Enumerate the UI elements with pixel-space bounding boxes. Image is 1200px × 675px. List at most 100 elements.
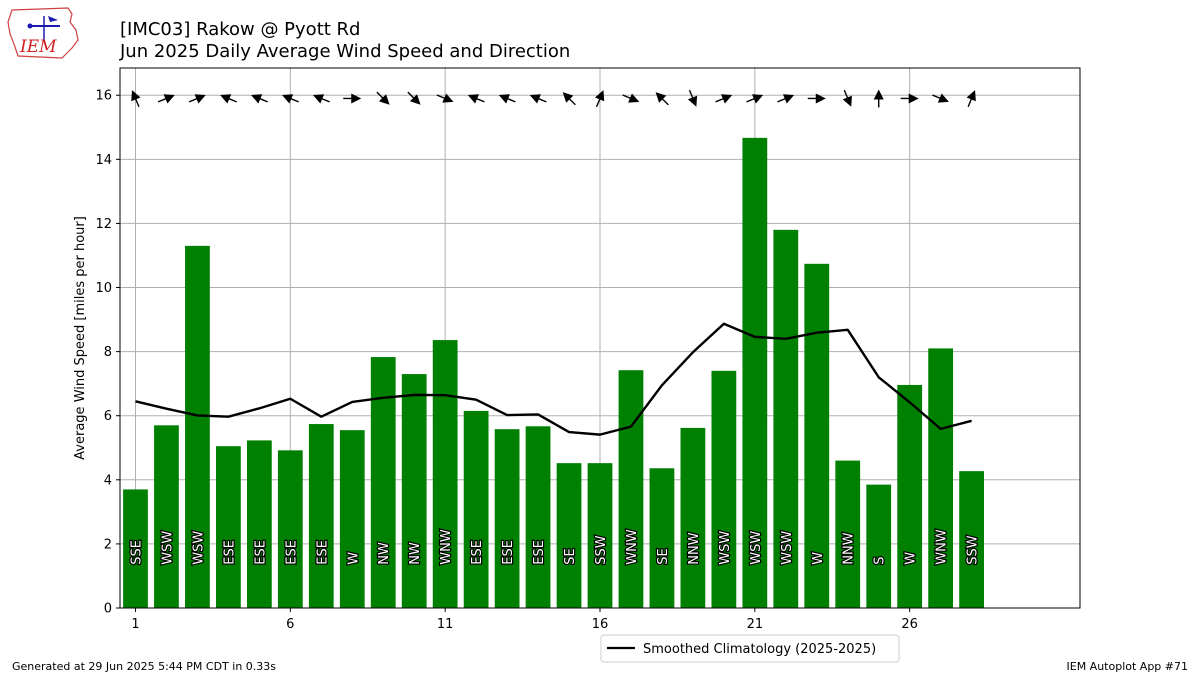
wind-arrow	[157, 94, 175, 104]
direction-label: ESE	[501, 540, 516, 565]
wind-arrows	[131, 89, 976, 108]
direction-label: ESE	[253, 540, 268, 565]
bar	[185, 245, 210, 608]
wind-arrow-head	[131, 90, 141, 102]
x-tick-label: 21	[747, 617, 764, 632]
wind-arrow	[655, 92, 669, 106]
wind-arrow	[622, 93, 640, 103]
bar	[587, 463, 613, 608]
wind-arrow-head	[351, 93, 362, 104]
wind-arrow	[467, 94, 485, 104]
direction-label: ESE	[222, 540, 237, 565]
wind-arrow	[312, 94, 330, 104]
bar	[680, 427, 706, 608]
bar	[866, 484, 892, 608]
bar	[339, 430, 365, 608]
direction-label: WSW	[718, 531, 733, 565]
wind-arrow	[131, 90, 141, 108]
wind-arrow-head	[655, 92, 667, 103]
bar	[897, 384, 923, 608]
bar	[525, 426, 551, 608]
direction-label: WSW	[191, 531, 206, 565]
bar	[711, 370, 737, 608]
wind-arrow	[594, 90, 605, 108]
wind-arrow-head	[378, 94, 390, 105]
bar	[742, 137, 768, 608]
wind-arrow	[529, 94, 547, 104]
direction-label: NNW	[842, 532, 857, 564]
bar	[432, 340, 458, 608]
wind-arrow	[376, 91, 390, 105]
bar	[618, 370, 644, 608]
wind-arrow-head	[815, 93, 826, 104]
wind-arrow	[966, 90, 976, 108]
wind-arrow-head	[594, 90, 605, 102]
wind-arrow-head	[409, 94, 421, 105]
wind-arrow-head	[498, 94, 510, 104]
bar	[804, 263, 830, 608]
wind-arrow	[407, 91, 421, 105]
wind-arrow-head	[908, 93, 919, 104]
bar	[928, 348, 954, 608]
wind-arrow-head	[562, 92, 574, 103]
y-tick-label: 0	[104, 602, 112, 617]
direction-label: WNW	[935, 529, 950, 565]
wind-arrow	[220, 94, 237, 104]
wind-arrow-head	[687, 95, 698, 107]
legend-entry-climatology: Smoothed Climatology (2025-2025)	[643, 642, 876, 657]
direction-label: WSW	[749, 531, 764, 565]
bar	[216, 446, 241, 608]
wind-arrow	[436, 93, 454, 103]
y-tick-label: 12	[95, 217, 112, 232]
y-tick-label: 2	[104, 537, 112, 552]
wind-arrow-head	[966, 90, 976, 102]
wind-arrow	[188, 94, 206, 104]
wind-arrow-head	[220, 94, 232, 104]
x-tick-label: 6	[286, 617, 294, 632]
wind-arrow-head	[442, 93, 454, 103]
wind-arrow	[343, 93, 362, 104]
logo-text: IEM	[19, 37, 57, 57]
direction-label: SE	[563, 548, 578, 564]
bar	[649, 468, 675, 608]
wind-arrow	[842, 89, 852, 107]
direction-label: SSW	[966, 535, 981, 565]
wind-arrow-head	[721, 94, 733, 104]
x-tick-label: 16	[592, 617, 609, 632]
wind-arrow	[777, 94, 795, 104]
bar	[556, 463, 582, 608]
wind-arrow-head	[529, 94, 541, 104]
bars	[123, 137, 984, 608]
wind-arrow	[715, 94, 733, 104]
direction-label: NW	[408, 542, 423, 565]
legend: Smoothed Climatology (2025-2025)	[600, 634, 900, 663]
bar	[463, 410, 489, 608]
y-axis-label: Average Wind Speed [miles per hour]	[73, 216, 88, 460]
wind-arrow-head	[312, 94, 325, 104]
bar	[401, 374, 427, 608]
bar	[154, 425, 179, 608]
direction-label: S	[873, 556, 888, 564]
x-tick-label: 11	[437, 617, 454, 632]
wind-arrow-head	[873, 89, 884, 100]
direction-label: NNW	[687, 532, 702, 564]
wind-arrow	[687, 89, 698, 107]
direction-labels: SSE WSW WSW ESE ESE ESE ESE W NW NW WNW ESE ESE ESE SE…	[128, 528, 982, 566]
bar	[494, 429, 520, 608]
direction-label: SSW	[594, 535, 609, 565]
bar	[959, 471, 984, 608]
wind-arrow	[807, 93, 826, 104]
direction-label: W	[904, 552, 919, 565]
direction-label: WSW	[160, 531, 175, 565]
wind-arrow-head	[628, 93, 640, 103]
direction-label: ESE	[315, 540, 330, 565]
bar	[370, 357, 396, 608]
direction-label: ESE	[470, 540, 485, 565]
direction-label: WNW	[439, 529, 454, 565]
direction-label: WNW	[625, 529, 640, 565]
wind-arrow-head	[782, 94, 795, 104]
direction-label: NW	[377, 542, 392, 565]
direction-label: ESE	[532, 540, 547, 565]
y-tick-label: 16	[95, 89, 112, 104]
